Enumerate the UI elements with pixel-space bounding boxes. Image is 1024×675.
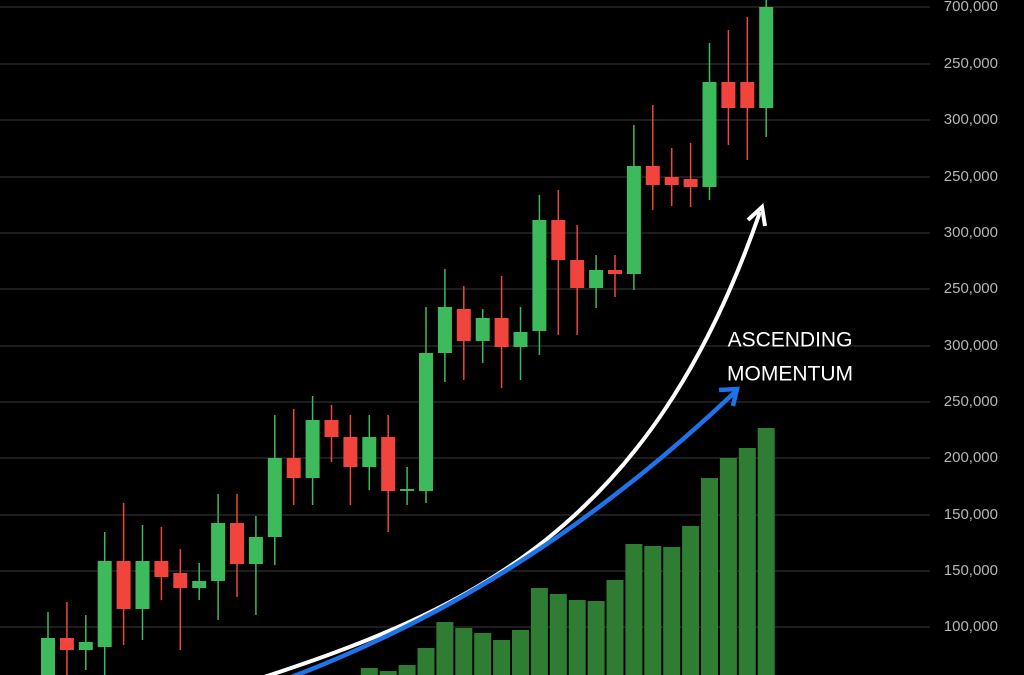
candle-body xyxy=(570,260,585,288)
volume-bar xyxy=(682,526,700,675)
volume-bar xyxy=(455,628,473,675)
candle-body xyxy=(267,458,282,537)
volume-bar xyxy=(512,630,529,675)
candle-body xyxy=(192,581,207,588)
candle-body xyxy=(721,82,736,108)
volume-bar xyxy=(587,601,605,675)
volume-bar xyxy=(644,546,662,675)
candle-body xyxy=(740,82,755,108)
candle-body xyxy=(97,561,112,647)
volume-bar xyxy=(530,588,548,675)
candle-body xyxy=(759,7,774,108)
volume-bar xyxy=(606,580,624,675)
candle-body xyxy=(230,523,244,564)
candle-body xyxy=(211,523,226,581)
y-tick-label: 250,000 xyxy=(944,280,998,297)
candle-body xyxy=(475,318,490,341)
y-tick-label: 300,000 xyxy=(944,111,998,128)
candle-body xyxy=(248,537,263,564)
blue-arrow xyxy=(290,390,737,675)
volume-bar xyxy=(719,458,737,675)
annotation: MOMENTUM xyxy=(727,363,853,386)
candle-body xyxy=(381,437,396,491)
candle-body xyxy=(551,220,566,260)
candle-body xyxy=(645,166,660,185)
candle-body xyxy=(154,561,169,577)
volume-bar xyxy=(568,600,586,675)
white-arrowhead xyxy=(746,202,767,227)
candle-body xyxy=(456,309,471,341)
candle-body xyxy=(135,561,150,609)
volume-bar xyxy=(701,478,718,675)
volume-bar xyxy=(625,544,643,675)
candle-body xyxy=(683,179,698,187)
y-tick-label: 250,000 xyxy=(944,393,998,410)
candles xyxy=(41,0,774,675)
grid: 700,000 250,000 300,000 250,000 300,000 250,0… xyxy=(0,0,998,635)
volume-bar xyxy=(417,648,435,675)
candle-body xyxy=(41,638,55,675)
y-tick-label: 250,000 xyxy=(944,168,998,185)
volume-bar xyxy=(663,547,681,675)
candle-body xyxy=(626,166,641,274)
candle-body xyxy=(494,318,509,347)
y-tick-label: 300,000 xyxy=(944,224,998,241)
volume-bar xyxy=(360,668,378,675)
white-arrow xyxy=(263,211,762,675)
volume-bar xyxy=(398,665,416,675)
volume-bar xyxy=(474,633,492,675)
candle-body xyxy=(532,220,547,331)
volume-bars xyxy=(360,428,775,675)
candle-body xyxy=(437,307,452,353)
y-tick-label: 100,000 xyxy=(944,618,998,635)
y-tick-label: 150,000 xyxy=(944,562,998,579)
candle-body xyxy=(664,177,679,185)
volume-bar xyxy=(549,594,567,675)
volume-bar xyxy=(757,428,775,675)
candle-body xyxy=(419,353,433,491)
volume-bar xyxy=(379,671,397,675)
y-tick-label: 700,000 xyxy=(944,0,998,15)
candle-body xyxy=(400,489,415,491)
candle-body xyxy=(589,270,604,288)
blue-arrowhead xyxy=(718,386,740,407)
y-tick-label: 150,000 xyxy=(944,506,998,523)
candle-body xyxy=(702,82,717,187)
y-tick-label: 300,000 xyxy=(944,337,998,354)
annotation: ASCENDING xyxy=(728,329,853,352)
candle-body xyxy=(116,561,131,609)
candle-body xyxy=(343,437,358,467)
y-tick-label: 200,000 xyxy=(944,449,998,466)
candle-body xyxy=(513,332,528,347)
candle-body xyxy=(78,642,93,650)
candle-body xyxy=(286,458,301,478)
y-tick-label: 250,000 xyxy=(944,55,998,72)
volume-bar xyxy=(436,622,454,675)
volume-bar xyxy=(738,448,756,675)
candle-body xyxy=(324,420,339,437)
candle-body xyxy=(173,573,188,588)
candle-body xyxy=(362,437,377,467)
candle-body xyxy=(608,270,622,274)
candle-body xyxy=(59,638,74,650)
volume-bar xyxy=(493,640,511,675)
candle-body xyxy=(305,420,320,478)
